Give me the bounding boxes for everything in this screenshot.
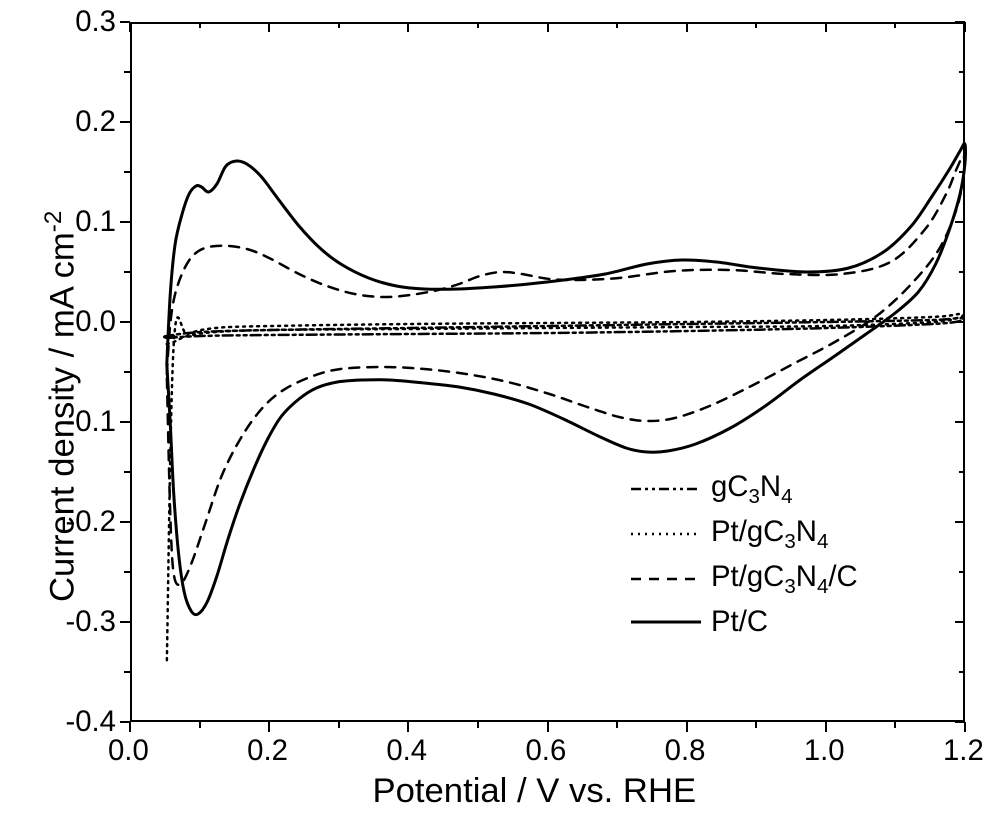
x-minor-tick-top <box>338 22 340 28</box>
x-tick-top <box>686 22 688 32</box>
y-minor-tick-right <box>959 371 965 373</box>
legend-entry-ptc: Pt/C <box>631 605 858 639</box>
x-tick-top <box>268 22 270 32</box>
x-minor-tick-top <box>755 22 757 28</box>
x-tick-top <box>825 22 827 32</box>
y-minor-tick <box>124 571 130 573</box>
x-tick-top <box>407 22 409 32</box>
y-minor-tick-right <box>959 471 965 473</box>
y-tick-right <box>955 21 965 23</box>
y-minor-tick-right <box>959 271 965 273</box>
x-tick <box>825 722 827 732</box>
legend-swatch-ptgcnc <box>631 569 701 589</box>
y-tick-label: -0.4 <box>65 705 116 739</box>
x-tick-label: 0.0 <box>108 734 149 768</box>
x-tick-label: 0.8 <box>665 734 706 768</box>
x-minor-tick-top <box>477 22 479 28</box>
y-minor-tick <box>124 471 130 473</box>
y-minor-tick <box>124 271 130 273</box>
y-tick-right <box>955 121 965 123</box>
x-tick <box>686 722 688 732</box>
x-minor-tick-top <box>894 22 896 28</box>
y-tick-right <box>955 621 965 623</box>
x-tick-top <box>547 22 549 32</box>
legend-entry-gcn: gC3N4 <box>631 470 858 509</box>
y-axis-title: Current density / mA cm-2 <box>40 211 83 602</box>
legend-label-gcn: gC3N4 <box>711 470 793 509</box>
y-minor-tick-right <box>959 171 965 173</box>
y-tick <box>120 521 130 523</box>
y-tick-right <box>955 421 965 423</box>
x-tick-top <box>964 22 966 32</box>
x-tick-label: 0.2 <box>247 734 288 768</box>
y-tick <box>120 621 130 623</box>
legend-label-ptgcnc: Pt/gC3N4/C <box>711 560 858 599</box>
y-tick-label: -0.3 <box>65 605 116 639</box>
x-axis-title: Potential / V vs. RHE <box>373 772 697 811</box>
x-tick-label: 0.4 <box>386 734 427 768</box>
x-tick <box>129 722 131 732</box>
y-tick-right <box>955 321 965 323</box>
x-minor-tick <box>894 722 896 728</box>
y-tick-label: 0.3 <box>75 5 116 39</box>
y-tick <box>120 221 130 223</box>
y-tick <box>120 421 130 423</box>
y-tick <box>120 21 130 23</box>
y-minor-tick <box>124 371 130 373</box>
y-tick-right <box>955 221 965 223</box>
y-tick-label: 0.2 <box>75 105 116 139</box>
legend-swatch-ptgcn <box>631 524 701 544</box>
legend-entry-ptgcnc: Pt/gC3N4/C <box>631 560 858 599</box>
legend-swatch-gcn <box>631 479 701 499</box>
y-minor-tick <box>124 171 130 173</box>
legend: gC3N4 Pt/gC3N4 Pt/gC3N4/C Pt/C <box>631 470 858 645</box>
y-tick-right <box>955 721 965 723</box>
legend-entry-ptgcn: Pt/gC3N4 <box>631 515 858 554</box>
x-tick <box>268 722 270 732</box>
y-minor-tick-right <box>959 71 965 73</box>
x-tick-label: 0.6 <box>526 734 567 768</box>
x-tick <box>964 722 966 732</box>
x-tick-top <box>129 22 131 32</box>
y-tick-right <box>955 521 965 523</box>
x-minor-tick <box>477 722 479 728</box>
x-minor-tick <box>755 722 757 728</box>
legend-label-ptgcn: Pt/gC3N4 <box>711 515 828 554</box>
cv-chart: 0.00.20.40.60.81.01.2-0.4-0.3-0.2-0.10.0… <box>0 0 1000 829</box>
y-tick <box>120 721 130 723</box>
x-tick-label: 1.2 <box>943 734 984 768</box>
y-tick <box>120 121 130 123</box>
x-minor-tick-top <box>616 22 618 28</box>
legend-label-ptc: Pt/C <box>711 605 768 639</box>
x-minor-tick <box>616 722 618 728</box>
x-tick-label: 1.0 <box>804 734 845 768</box>
y-minor-tick-right <box>959 571 965 573</box>
x-minor-tick <box>199 722 201 728</box>
x-minor-tick-top <box>199 22 201 28</box>
legend-swatch-ptc <box>631 612 701 632</box>
y-minor-tick <box>124 71 130 73</box>
y-minor-tick <box>124 671 130 673</box>
y-tick <box>120 321 130 323</box>
y-minor-tick-right <box>959 671 965 673</box>
x-minor-tick <box>338 722 340 728</box>
x-tick <box>407 722 409 732</box>
x-tick <box>547 722 549 732</box>
